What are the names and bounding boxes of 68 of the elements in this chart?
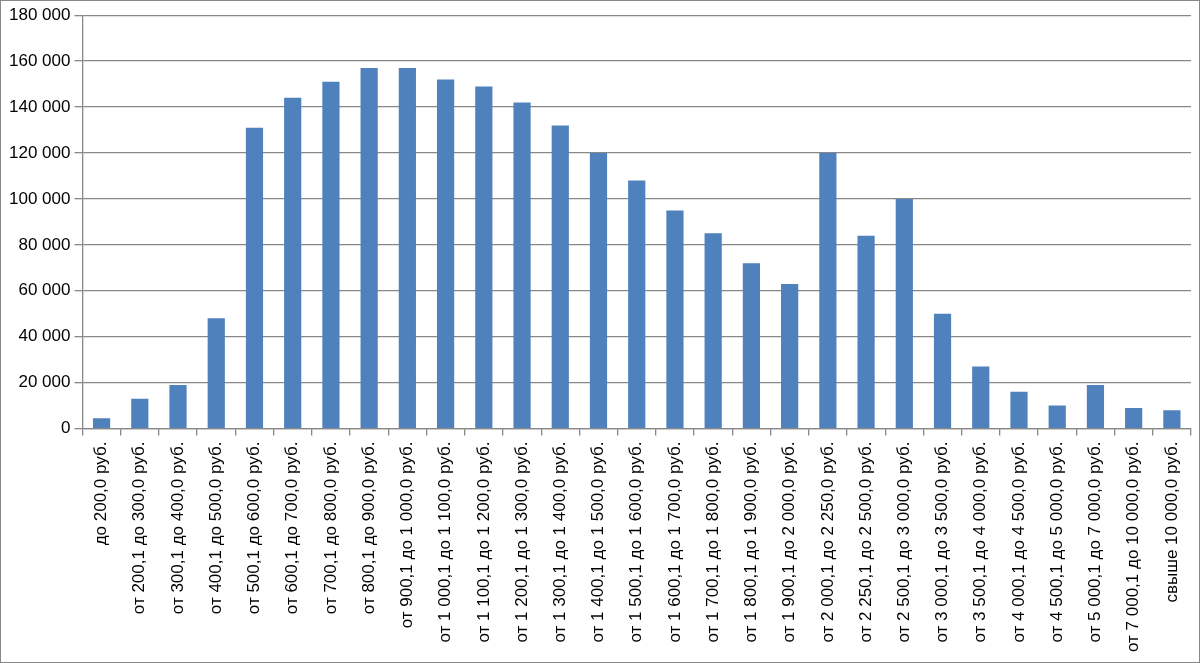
bar: [819, 152, 837, 428]
bar: [1125, 407, 1143, 428]
x-tick-label: от 7 000,1 до 10 000,0 руб.: [1123, 441, 1143, 653]
bar: [857, 235, 875, 428]
x-tick-label: от 900,1 до 1 000,0 руб.: [397, 441, 417, 629]
bar: [742, 263, 760, 428]
y-tick-label: 120 000: [9, 142, 71, 162]
x-tick-label: от 2 500,1 до 3 000,0 руб.: [893, 441, 913, 643]
x-tick-label: от 1 100,1 до 1 200,0 руб.: [473, 441, 493, 643]
bar: [322, 81, 340, 428]
bar: [513, 102, 531, 428]
x-tick-label: от 600,1 до 700,0 руб.: [282, 441, 302, 615]
x-tick-label: от 800,1 до 900,0 руб.: [358, 441, 378, 615]
x-tick-label: от 200,1 до 300,0 руб.: [129, 441, 149, 615]
y-tick-label: 100 000: [9, 188, 71, 208]
x-tick-label: от 1 800,1 до 1 900,0 руб.: [741, 441, 761, 643]
bar: [169, 384, 187, 428]
y-tick-label: 140 000: [9, 96, 71, 116]
x-tick-label: от 300,1 до 400,0 руб.: [167, 441, 187, 615]
x-tick-label: до 200,0 руб.: [91, 441, 111, 546]
y-tick-label: 180 000: [9, 4, 71, 24]
bar: [704, 233, 722, 428]
x-tick-label: от 1 300,1 до 1 400,0 руб.: [549, 441, 569, 643]
y-tick-label: 160 000: [9, 50, 71, 70]
x-tick-label: от 1 000,1 до 1 100,0 руб.: [435, 441, 455, 643]
bar: [437, 79, 455, 428]
bar: [666, 210, 684, 428]
x-tick-label: от 3 000,1 до 3 500,0 руб.: [932, 441, 952, 643]
x-tick-label: от 1 600,1 до 1 700,0 руб.: [664, 441, 684, 643]
x-tick-label: от 500,1 до 600,0 руб.: [244, 441, 264, 615]
x-tick-label: от 1 700,1 до 1 800,0 руб.: [702, 441, 722, 643]
x-tick-label: от 1 900,1 до 2 000,0 руб.: [779, 441, 799, 643]
bar: [1048, 405, 1066, 428]
x-tick-label: от 5 000,1 до 7 000,0 руб.: [1085, 441, 1105, 643]
y-tick-label: 80 000: [18, 234, 71, 254]
x-tick-label: от 1 200,1 до 1 300,0 руб.: [511, 441, 531, 643]
y-tick-label: 0: [60, 418, 71, 438]
bar: [895, 198, 913, 428]
bar: [1010, 391, 1028, 428]
bar: [245, 127, 264, 428]
bar: [360, 68, 378, 428]
y-tick-label: 40 000: [18, 326, 71, 346]
x-tick-label: от 700,1 до 800,0 руб.: [320, 441, 340, 615]
x-tick-label: от 4 500,1 до 5 000,0 руб.: [1046, 441, 1066, 643]
x-tick-label: от 2 250,1 до 2 500,0 руб.: [855, 441, 875, 643]
bar: [475, 86, 493, 428]
y-tick-label: 60 000: [18, 280, 71, 300]
x-tick-label: от 3 500,1 до 4 000,0 руб.: [970, 441, 990, 643]
bar: [551, 125, 569, 428]
y-tick-label: 20 000: [18, 372, 71, 392]
bar: [207, 318, 225, 428]
x-tick-label: от 1 500,1 до 1 600,0 руб.: [626, 441, 646, 643]
bar: [131, 398, 149, 428]
bar: [284, 97, 302, 428]
bar: [1086, 384, 1105, 428]
bar: [972, 366, 990, 428]
x-tick-label: от 1 400,1 до 1 500,0 руб.: [588, 441, 608, 643]
bar: [589, 152, 608, 428]
bar: [933, 313, 952, 428]
x-tick-label: от 2 000,1 до 2 250,0 руб.: [817, 441, 837, 643]
bar: [781, 283, 799, 428]
bar: [1163, 410, 1181, 428]
x-tick-label: свыше 10 000,0 руб.: [1161, 441, 1181, 603]
bar: [628, 180, 646, 428]
bar: [398, 68, 416, 428]
x-tick-label: от 400,1 до 500,0 руб.: [205, 441, 225, 615]
bar: [92, 418, 111, 428]
x-tick-label: от 4 000,1 до 4 500,0 руб.: [1008, 441, 1028, 643]
